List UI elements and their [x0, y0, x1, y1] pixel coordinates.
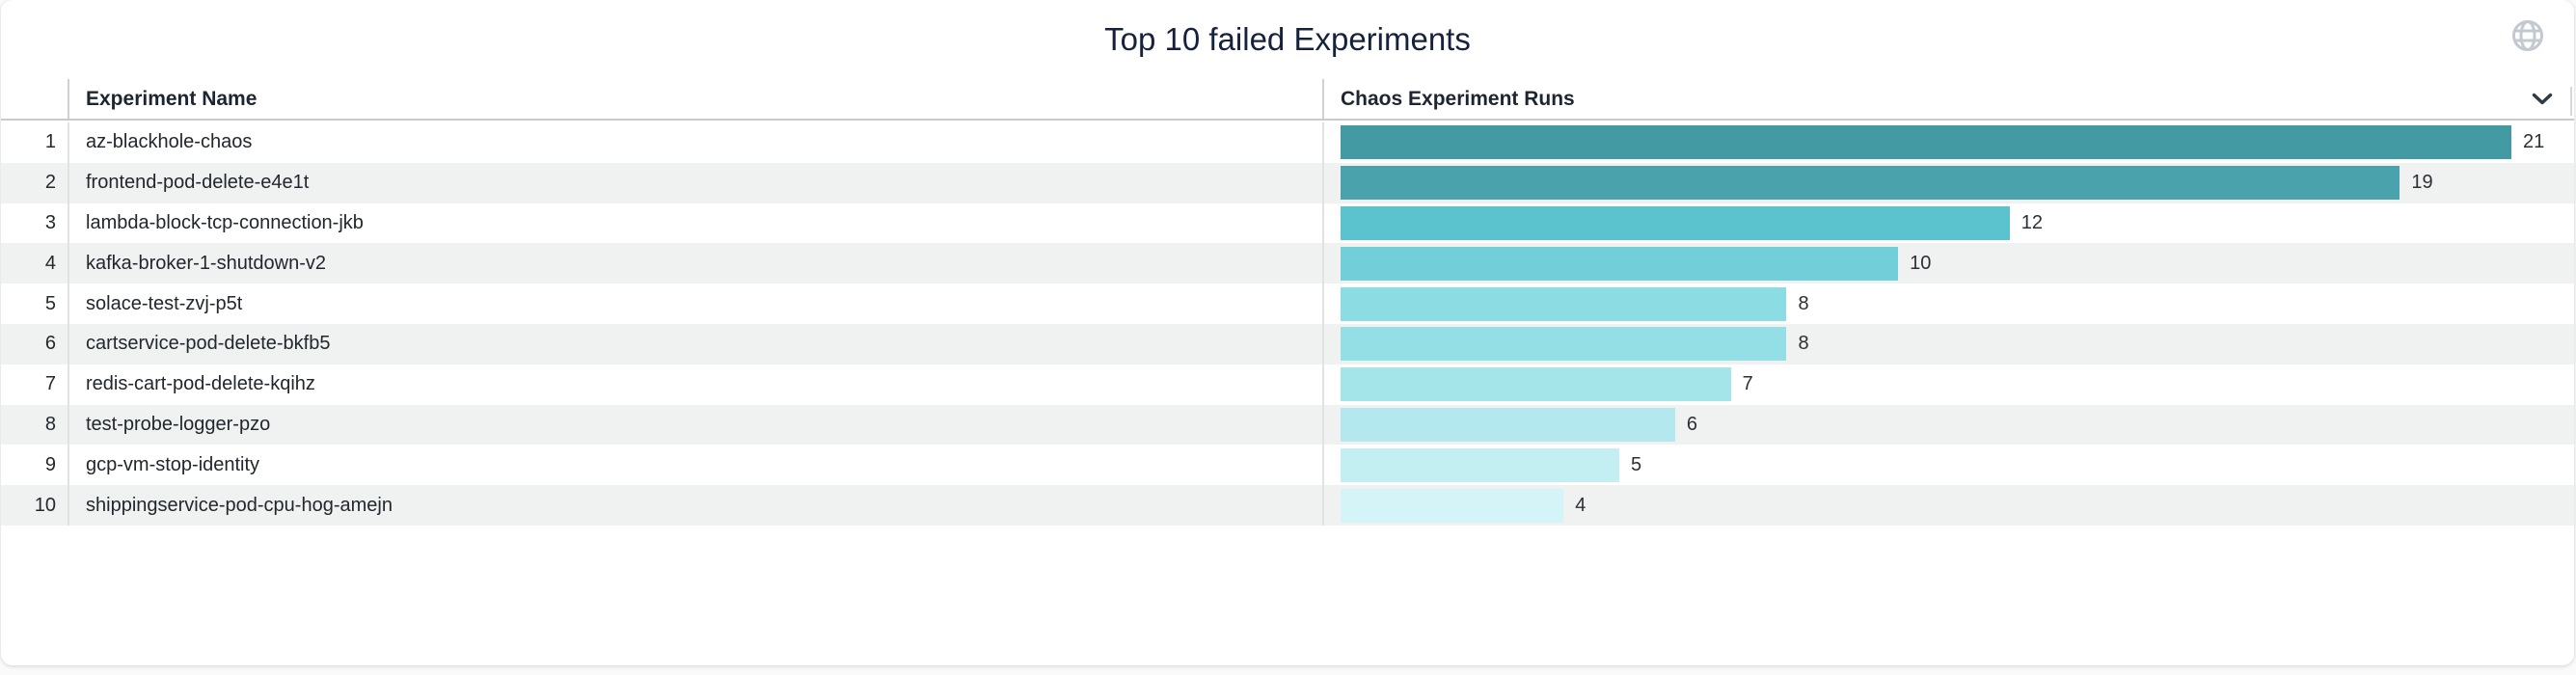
runs-value: 12 — [2020, 211, 2043, 233]
runs-bar-cell: 19 — [1324, 163, 2574, 203]
experiment-name: frontend-pod-delete-e4e1t — [69, 162, 1324, 203]
runs-bar-cell: 10 — [1324, 243, 2574, 284]
table-row[interactable]: 1 az-blackhole-chaos 21 — [1, 122, 2574, 163]
runs-value: 19 — [2411, 172, 2433, 194]
runs-column-header: Chaos Experiment Runs — [1324, 79, 2574, 119]
table-row[interactable]: 5 solace-test-zvj-p5t 8 — [1, 284, 2574, 324]
chevron-down-icon[interactable] — [2532, 88, 2553, 111]
runs-bar-cell: 5 — [1324, 445, 2574, 485]
widget-title: Top 10 failed Experiments — [1104, 21, 1471, 57]
row-rank: 6 — [1, 323, 69, 364]
row-rank: 5 — [1, 284, 69, 324]
runs-bar-cell: 12 — [1324, 203, 2574, 244]
runs-bar-cell: 8 — [1324, 284, 2574, 324]
globe-icon — [2511, 19, 2544, 52]
table-header: Experiment Name Chaos Experiment Runs — [1, 79, 2574, 121]
runs-value: 10 — [1910, 252, 1932, 274]
runs-bar-cell: 21 — [1324, 122, 2574, 163]
runs-bar-cell: 8 — [1324, 324, 2574, 364]
row-rank: 1 — [1, 122, 69, 163]
experiment-name: kafka-broker-1-shutdown-v2 — [69, 243, 1324, 284]
runs-bar — [1341, 447, 1620, 482]
row-rank: 9 — [1, 445, 69, 486]
table-row[interactable]: 2 frontend-pod-delete-e4e1t 19 — [1, 162, 2574, 203]
runs-value: 8 — [1798, 333, 1809, 355]
row-rank: 10 — [1, 485, 69, 526]
table-row[interactable]: 9 gcp-vm-stop-identity 5 — [1, 445, 2574, 486]
experiment-name: cartservice-pod-delete-bkfb5 — [69, 323, 1324, 364]
runs-column-header-label: Chaos Experiment Runs — [1341, 87, 1575, 110]
experiment-name: az-blackhole-chaos — [69, 122, 1324, 163]
experiment-name: test-probe-logger-pzo — [69, 404, 1324, 446]
runs-bar-cell: 7 — [1324, 364, 2574, 405]
runs-bar — [1341, 166, 2400, 201]
experiment-name: redis-cart-pod-delete-kqihz — [69, 364, 1324, 405]
experiment-name: gcp-vm-stop-identity — [69, 445, 1324, 486]
runs-bar — [1341, 367, 1731, 402]
experiment-name: solace-test-zvj-p5t — [69, 284, 1324, 324]
row-rank: 3 — [1, 202, 69, 244]
runs-value: 7 — [1742, 373, 1753, 395]
runs-bar — [1341, 205, 2010, 240]
rank-column-header — [1, 79, 69, 119]
row-rank: 8 — [1, 404, 69, 446]
runs-value: 4 — [1575, 494, 1586, 516]
table-row[interactable]: 10 shippingservice-pod-cpu-hog-amejn 4 — [1, 485, 2574, 526]
row-rank: 7 — [1, 364, 69, 405]
runs-value: 5 — [1631, 453, 1642, 475]
runs-bar-cell: 4 — [1324, 485, 2574, 526]
row-rank: 2 — [1, 162, 69, 203]
runs-value: 21 — [2523, 131, 2545, 153]
runs-bar — [1341, 125, 2511, 160]
runs-bar — [1341, 407, 1675, 442]
runs-bar-cell: 6 — [1324, 405, 2574, 446]
runs-value: 6 — [1686, 413, 1697, 435]
experiment-name: shippingservice-pod-cpu-hog-amejn — [69, 485, 1324, 526]
runs-value: 8 — [1798, 292, 1809, 314]
experiment-name: lambda-block-tcp-connection-jkb — [69, 202, 1324, 244]
table-row[interactable]: 6 cartservice-pod-delete-bkfb5 8 — [1, 323, 2574, 364]
table-row[interactable]: 4 kafka-broker-1-shutdown-v2 10 — [1, 243, 2574, 284]
table-row[interactable]: 3 lambda-block-tcp-connection-jkb 12 — [1, 202, 2574, 244]
runs-bar — [1341, 246, 1899, 281]
runs-bar — [1341, 327, 1787, 362]
table-row[interactable]: 8 test-probe-logger-pzo 6 — [1, 404, 2574, 446]
experiment-name-column-header: Experiment Name — [69, 79, 1324, 119]
table-rows: 1 az-blackhole-chaos 21 2 frontend-pod-d… — [1, 122, 2574, 526]
runs-bar — [1341, 488, 1564, 523]
row-rank: 4 — [1, 243, 69, 284]
table-row[interactable]: 7 redis-cart-pod-delete-kqihz 7 — [1, 364, 2574, 405]
scrollbar-thumb[interactable] — [2570, 87, 2572, 116]
runs-bar — [1341, 286, 1787, 321]
